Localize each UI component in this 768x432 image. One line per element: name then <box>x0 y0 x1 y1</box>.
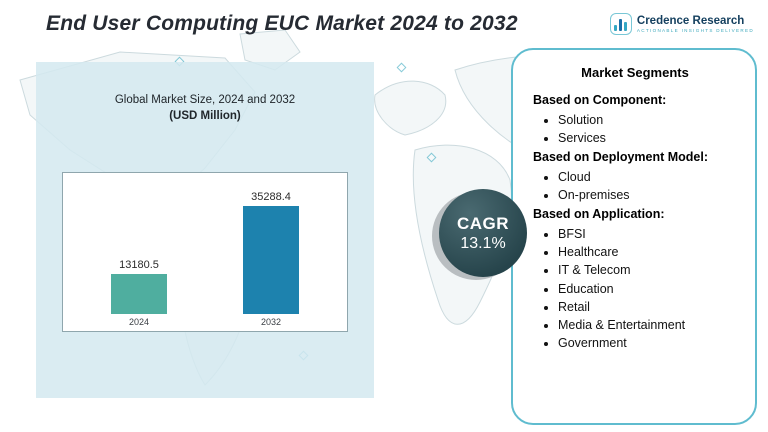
credence-research-logo: Credence Research Actionable Insights De… <box>609 13 754 35</box>
segment-item: Education <box>558 281 737 297</box>
cagr-circle: CAGR 13.1% <box>439 189 527 277</box>
bar-value-2032: 35288.4 <box>251 191 291 204</box>
segment-item: Government <box>558 335 737 351</box>
segment-heading: Based on Application: <box>533 207 665 222</box>
segment-list: BFSI Healthcare IT & Telecom Education R… <box>533 226 737 352</box>
segment-heading: Based on Deployment Model: <box>533 150 709 165</box>
chart-heading-line2: (USD Million) <box>169 110 241 122</box>
bar-group-2024: 13180.5 2024 <box>111 259 167 329</box>
segment-section-application: Based on Application: BFSI Healthcare IT… <box>533 207 737 351</box>
cagr-label: CAGR <box>456 213 510 233</box>
market-segments-panel: Market Segments Based on Component: Solu… <box>511 48 757 425</box>
segment-item: On-premises <box>558 187 737 203</box>
cagr-value: 13.1% <box>460 234 506 252</box>
bar-group-2032: 35288.4 2032 <box>243 191 299 329</box>
segment-item: Services <box>558 130 737 146</box>
bar-2032 <box>243 206 299 314</box>
bar-value-2024: 13180.5 <box>119 258 159 271</box>
segment-item: Retail <box>558 299 737 315</box>
logo-name: Credence Research <box>636 15 745 27</box>
segment-item: BFSI <box>558 226 737 242</box>
chart-panel: Global Market Size, 2024 and 2032 (USD M… <box>36 62 374 398</box>
cagr-badge: CAGR 13.1% <box>432 189 527 280</box>
chart-heading-line1: Global Market Size, 2024 and 2032 <box>114 94 296 106</box>
bar-label-2032: 2032 <box>260 316 282 327</box>
segment-list: Solution Services <box>533 112 737 147</box>
segment-item: Healthcare <box>558 244 737 260</box>
logo-tagline: Actionable Insights Delivered <box>636 28 754 33</box>
bar-label-2024: 2024 <box>128 316 150 327</box>
bar-chart: 13180.5 2024 35288.4 2032 <box>62 172 348 332</box>
segment-heading: Based on Component: <box>533 93 667 107</box>
segment-item: Solution <box>558 112 737 128</box>
segment-item: IT & Telecom <box>558 262 737 278</box>
chart-heading: Global Market Size, 2024 and 2032 (USD M… <box>36 94 374 122</box>
segment-item: Cloud <box>558 169 737 185</box>
bar-2024 <box>111 273 167 314</box>
segment-section-deployment: Based on Deployment Model: Cloud On-prem… <box>533 150 737 203</box>
logo-bars-icon <box>609 13 632 35</box>
page-title: End User Computing EUC Market 2024 to 20… <box>46 12 518 35</box>
segments-title: Market Segments <box>581 65 689 80</box>
segment-item: Media & Entertainment <box>558 317 737 333</box>
segment-section-component: Based on Component: Solution Services <box>533 93 737 146</box>
segment-list: Cloud On-premises <box>533 169 737 204</box>
